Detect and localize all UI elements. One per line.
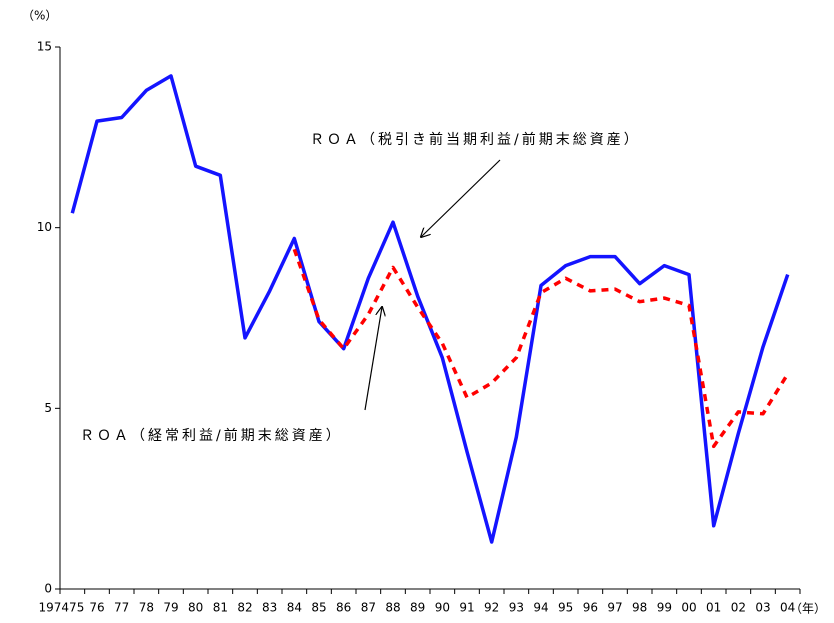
y-axis-label: （%） — [22, 9, 57, 23]
x-tick-label: 99 — [657, 601, 672, 615]
x-tick-label: 98 — [632, 601, 647, 615]
annotation: ＲＯＡ（税引き前当期利益/前期末総資産） — [310, 131, 641, 148]
x-tick-label: 77 — [114, 601, 129, 615]
x-tick-label: 88 — [385, 601, 400, 615]
x-tick-label: 82 — [237, 601, 252, 615]
x-tick-label: 197475 — [39, 601, 85, 615]
x-tick-label: 76 — [89, 601, 104, 615]
x-tick-label: 78 — [139, 601, 154, 615]
x-tick-label: 87 — [361, 601, 376, 615]
x-tick-label: 02 — [731, 601, 746, 615]
line-series — [292, 248, 790, 449]
x-tick-label: 80 — [188, 601, 203, 615]
x-tick-label: 00 — [681, 601, 696, 615]
annotation: ＲＯＡ（経常利益/前期末総資産） — [80, 427, 343, 444]
x-tick-label: 85 — [311, 601, 326, 615]
x-tick-label: 93 — [509, 601, 524, 615]
y-tick-label: 0 — [44, 582, 52, 596]
x-tick-label: 90 — [435, 601, 450, 615]
x-tick-label: 91 — [459, 601, 474, 615]
x-tick-label: 79 — [163, 601, 178, 615]
x-tick-label: 83 — [262, 601, 277, 615]
y-tick-label: 5 — [44, 401, 52, 415]
x-tick-label: 86 — [336, 601, 351, 615]
arrow — [421, 159, 501, 237]
x-tick-label: 97 — [607, 601, 622, 615]
x-tick-label: 94 — [533, 601, 548, 615]
y-tick-label: 10 — [37, 220, 52, 234]
x-tick-label: 96 — [583, 601, 598, 615]
x-tick-label: 95 — [558, 601, 573, 615]
x-tick-label: 84 — [287, 601, 302, 615]
x-tick-label: 81 — [213, 601, 228, 615]
x-tick-label: 89 — [410, 601, 425, 615]
x-tick-label: 04 — [780, 601, 795, 615]
x-tick-label: 03 — [755, 601, 770, 615]
x-tick-label: 01 — [706, 601, 721, 615]
y-tick-label: 15 — [37, 40, 52, 54]
x-axis-label: （年） — [790, 602, 826, 616]
arrow — [364, 307, 382, 411]
x-tick-label: 92 — [484, 601, 499, 615]
